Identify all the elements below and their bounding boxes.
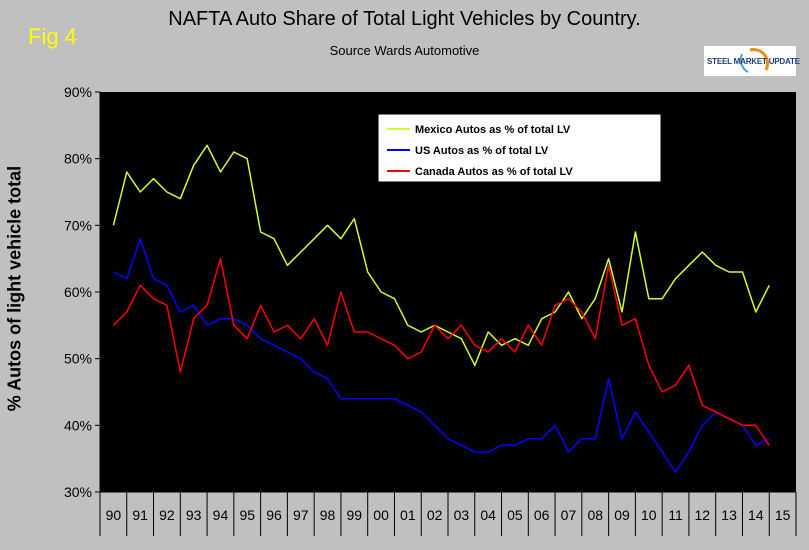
x-tick-label: 90: [106, 507, 122, 523]
x-tick-label: 04: [480, 507, 496, 523]
y-tick-label: 50%: [64, 351, 92, 367]
logo-text: STEEL MARKET UPDATE: [707, 57, 800, 66]
x-tick-label: 02: [427, 507, 443, 523]
x-tick-label: 96: [266, 507, 282, 523]
x-tick-label: 98: [320, 507, 336, 523]
chart-subtitle: Source Wards Automotive: [329, 43, 480, 58]
x-tick-label: 09: [614, 507, 630, 523]
axis-layer: 30% 40% 50% 60% 70% 80% 90% 90 91 92 93 94 95 96 97 98 9…: [64, 84, 797, 536]
x-tick-label: 01: [400, 507, 416, 523]
y-tick-label: 90%: [64, 84, 92, 100]
x-tick-label: 05: [507, 507, 523, 523]
chart-title: NAFTA Auto Share of Total Light Vehicles…: [168, 8, 641, 30]
x-tick-label: 14: [748, 507, 764, 523]
legend-label: Canada Autos as % of total LV: [415, 166, 573, 178]
legend-label: US Autos as % of total LV: [415, 145, 549, 157]
x-tick-label: 06: [534, 507, 550, 523]
x-tick-label: 08: [587, 507, 603, 523]
x-tick-label: 94: [213, 507, 229, 523]
y-tick-label: 80%: [64, 151, 92, 167]
x-tick-label: 91: [132, 507, 148, 523]
x-tick-label: 15: [775, 507, 791, 523]
y-tick-label: 70%: [64, 217, 92, 233]
x-tick-label: 03: [454, 507, 470, 523]
x-tick-label: 92: [159, 507, 175, 523]
y-tick-label: 30%: [64, 484, 92, 500]
logo-swoosh-icon: [739, 48, 770, 73]
figure-label: Fig 4: [28, 24, 77, 49]
series-line-us: [113, 237, 770, 473]
series-line-canada: [112, 257, 770, 446]
x-tick-label: 95: [239, 507, 255, 523]
steel-market-update-logo: STEEL MARKET UPDATE: [704, 46, 800, 76]
x-tick-label: 12: [695, 507, 711, 523]
x-tick-label: 13: [721, 507, 737, 523]
x-tick-label: 93: [186, 507, 202, 523]
y-tick-label: 40%: [64, 417, 92, 433]
legend-box: [377, 113, 662, 183]
x-tick-label: 11: [668, 507, 683, 523]
x-tick-label: 99: [347, 507, 363, 523]
series-layer: [112, 144, 770, 473]
legend: Mexico Autos as % of total LV US Autos as…: [377, 113, 662, 183]
series-line-mexico: [112, 144, 770, 367]
x-tick-label: 07: [561, 507, 577, 523]
x-tick-label: 00: [373, 507, 389, 523]
x-tick-label: 97: [293, 507, 309, 523]
x-tick-label: 10: [641, 507, 657, 523]
legend-label: Mexico Autos as % of total LV: [415, 124, 571, 136]
y-tick-label: 60%: [64, 284, 92, 300]
